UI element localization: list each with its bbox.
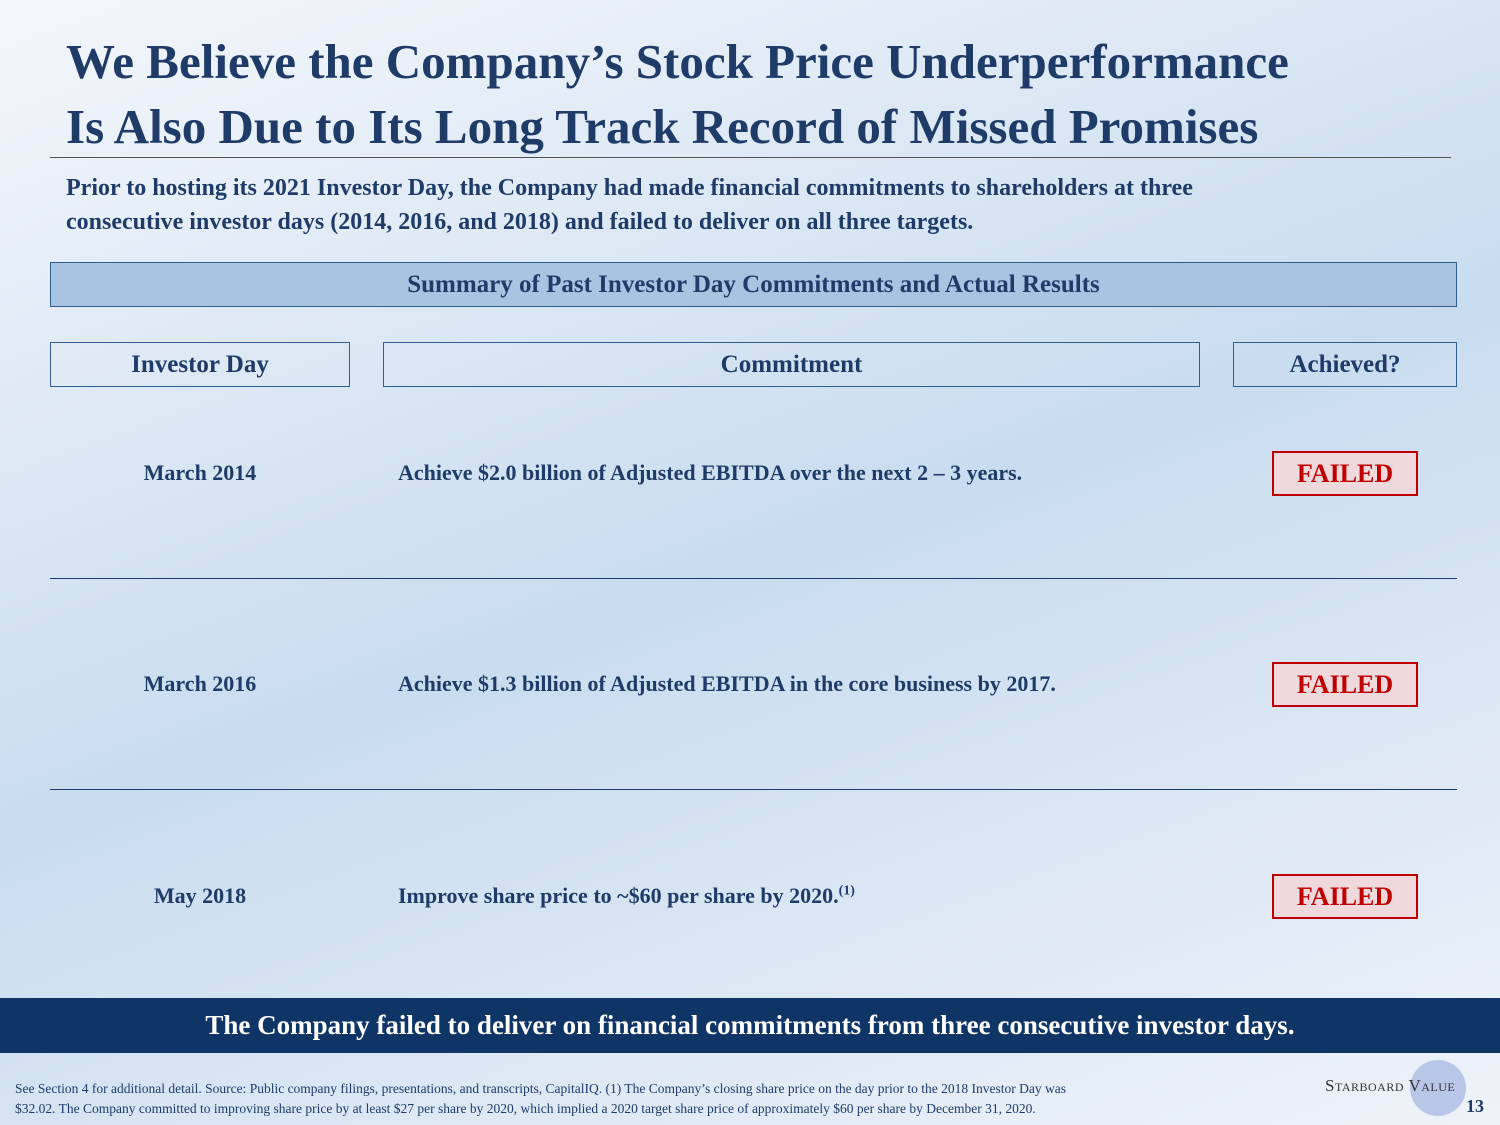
commitment: Achieve $2.0 billion of Adjusted EBITDA …	[398, 460, 1022, 486]
commitment: Achieve $1.3 billion of Adjusted EBITDA …	[398, 671, 1056, 697]
logo: Starboard Value	[1325, 1076, 1456, 1095]
footnote: $32.02. The Company committed to improvi…	[15, 1101, 1036, 1116]
footnote: See Section 4 for additional detail. Sou…	[15, 1081, 1067, 1096]
title-rule	[50, 157, 1451, 158]
status-badge: FAILED	[1272, 451, 1418, 496]
column-header: Achieved?	[1233, 342, 1457, 387]
commitment-text: Improve share price to ~$60 per share by…	[398, 883, 839, 908]
status-badge: FAILED	[1272, 874, 1418, 919]
subtitle: consecutive investor days (2014, 2016, a…	[66, 209, 974, 235]
status-badge: FAILED	[1272, 662, 1418, 707]
title: We Believe the Company’s Stock Price Und…	[66, 34, 1289, 89]
subtitle: Prior to hosting its 2021 Investor Day, …	[66, 175, 1193, 201]
table-title: Summary of Past Investor Day Commitments…	[50, 262, 1457, 307]
page-number: 13	[1466, 1096, 1484, 1116]
investor-day: March 2016	[143, 671, 257, 696]
commitment-text: Achieve $2.0 billion of Adjusted EBITDA …	[398, 460, 1023, 485]
row-divider	[50, 789, 1457, 790]
footnote-ref: (1)	[838, 883, 855, 899]
investor-day: March 2014	[143, 460, 257, 485]
column-header: Investor Day	[50, 342, 350, 387]
title: Is Also Due to Its Long Track Record of …	[66, 99, 1259, 154]
commitment: Improve share price to ~$60 per share by…	[398, 883, 855, 909]
row-divider	[50, 578, 1457, 579]
banner: The Company failed to deliver on financi…	[0, 998, 1500, 1053]
column-header: Commitment	[383, 342, 1200, 387]
logo-mark	[1410, 1060, 1466, 1116]
investor-day: May 2018	[153, 883, 247, 908]
commitment-text: Achieve $1.3 billion of Adjusted EBITDA …	[398, 671, 1056, 696]
